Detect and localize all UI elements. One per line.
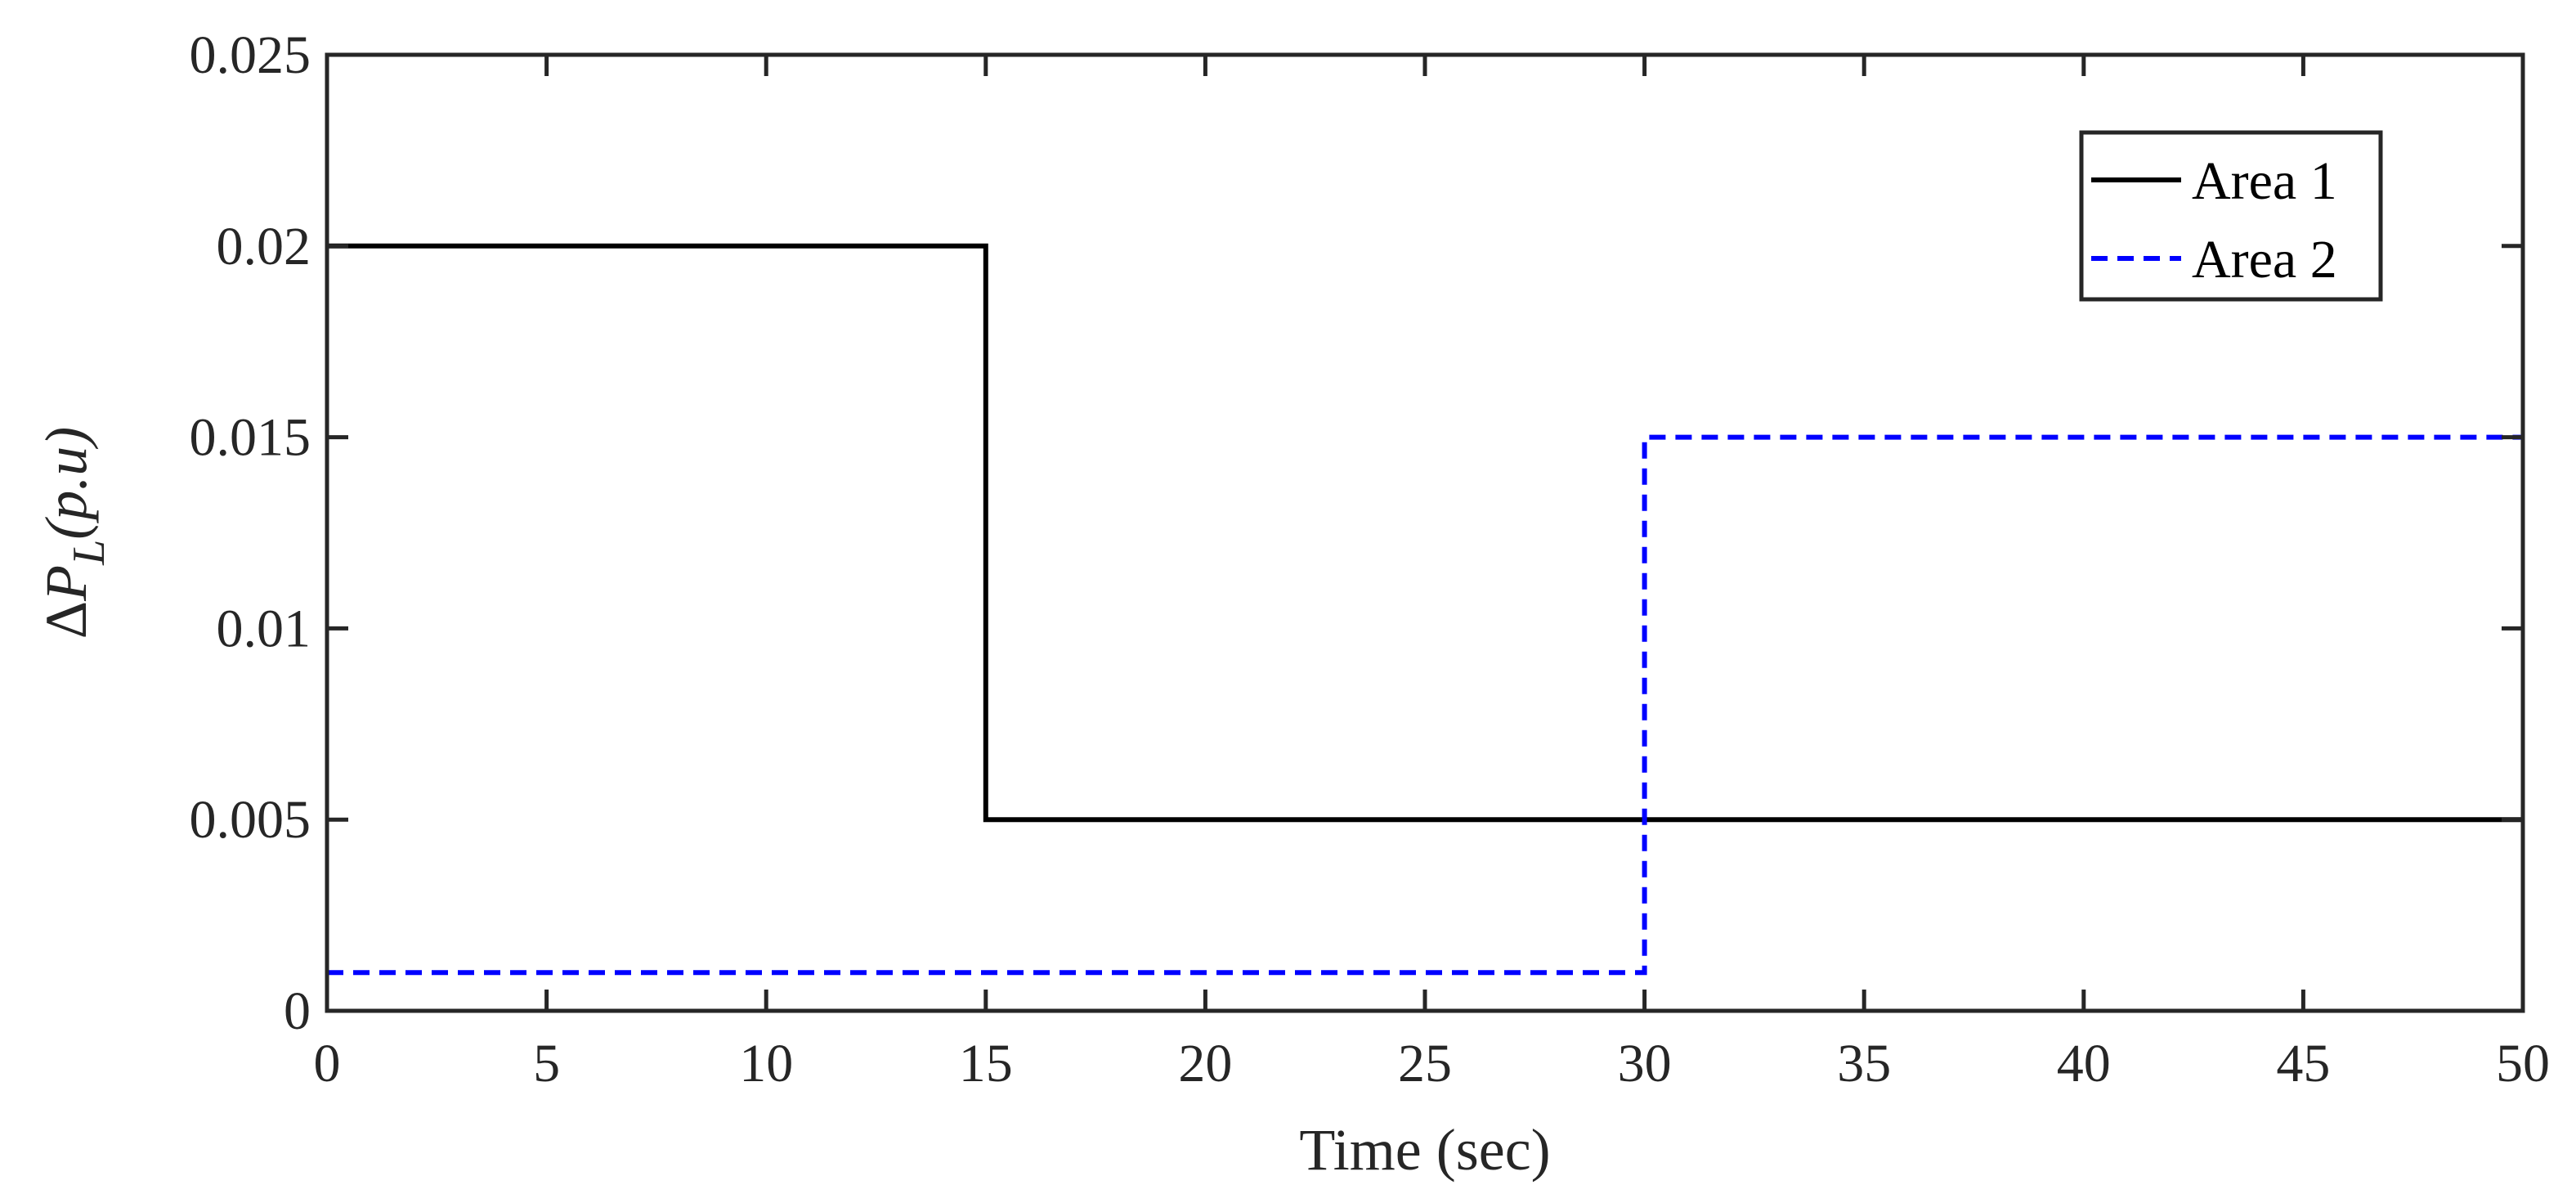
y-tick-label: 0.025	[190, 25, 311, 85]
y-axis-subscript: L	[64, 540, 114, 566]
series-line-area-1	[327, 243, 2523, 823]
legend-label-area-1: Area 1	[2192, 151, 2337, 211]
y-axis-variable: P	[34, 565, 99, 602]
y-tick-label: 0.02	[217, 217, 311, 276]
x-tick-label: 40	[2057, 1034, 2111, 1093]
x-tick-label: 20	[1178, 1034, 1232, 1093]
x-tick-label: 5	[533, 1034, 560, 1093]
y-tick-label: 0.01	[217, 599, 311, 658]
legend: Area 1 Area 2	[2079, 130, 2383, 302]
series-line-area-2	[327, 434, 2523, 976]
ticks-layer	[325, 52, 2525, 1013]
x-tick-label: 35	[1837, 1034, 1891, 1093]
y-tick-label: 0.015	[190, 408, 311, 468]
x-tick-label: 45	[2276, 1034, 2330, 1093]
y-tick-label: 0	[284, 981, 311, 1041]
x-tick-label: 50	[2496, 1034, 2550, 1093]
x-tick-label: 30	[1618, 1034, 1672, 1093]
x-axis-title: Time (sec)	[1299, 1117, 1550, 1183]
x-tick-label: 0	[314, 1034, 341, 1093]
y-axis-title: ΔPL(p.u)	[34, 427, 114, 639]
x-tick-label: 25	[1398, 1034, 1452, 1093]
tick-labels-layer: 0 5 10 15 20 25 30 35 40 45 50 0 0.005 0.01 0.015 0.02 0…	[190, 25, 2551, 1093]
y-axis-delta: Δ	[34, 601, 99, 639]
legend-label-area-2: Area 2	[2192, 230, 2337, 290]
legend-box	[2079, 130, 2383, 302]
series-layer	[327, 243, 2523, 976]
y-axis-unit: (p.u)	[34, 427, 99, 540]
x-tick-label: 10	[739, 1034, 793, 1093]
y-tick-label: 0.005	[190, 790, 311, 850]
x-tick-label: 15	[959, 1034, 1013, 1093]
